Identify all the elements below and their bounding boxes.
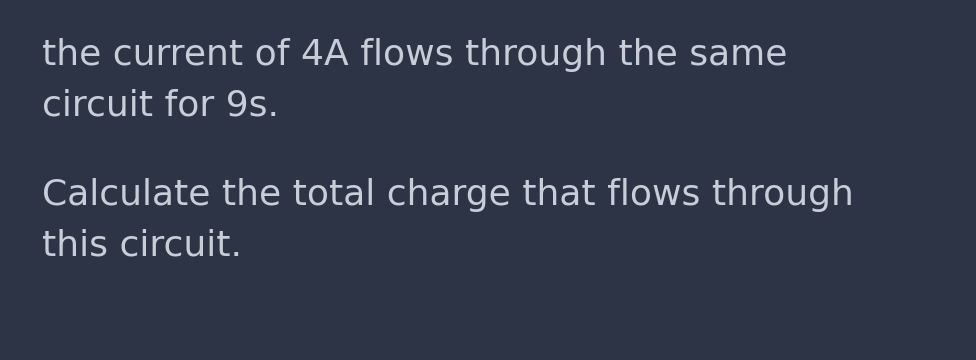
Text: this circuit.: this circuit. bbox=[42, 228, 242, 262]
Text: circuit for 9s.: circuit for 9s. bbox=[42, 88, 279, 122]
Text: the current of 4A flows through the same: the current of 4A flows through the same bbox=[42, 38, 788, 72]
Text: Calculate the total charge that flows through: Calculate the total charge that flows th… bbox=[42, 178, 854, 212]
